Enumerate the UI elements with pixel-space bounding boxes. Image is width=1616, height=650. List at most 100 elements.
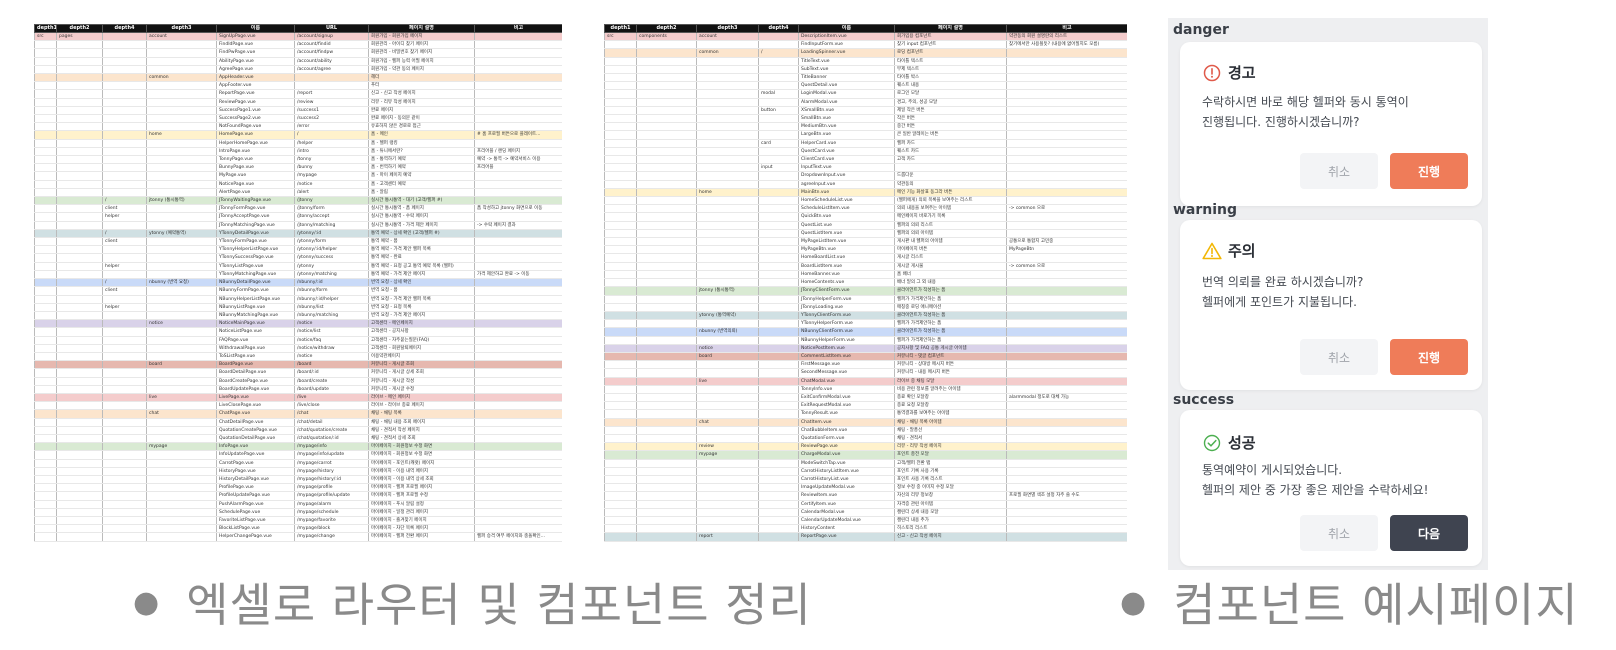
table-cell [34,286,57,296]
table-row: FindInputForm.vue 찾기 input 컴포넌트 찾기에서만 사용될듯… [604,40,1127,50]
table-row: notice NoticeMainPage.vue/notice 고객센터 - 메인… [34,319,562,329]
table-cell [604,434,637,444]
table-cell: ExitConfirmModal.vue [798,393,895,403]
table-cell [146,450,217,460]
table-cell [636,311,697,321]
table-row: TonnyPage.vue/tonny 홈 - 통역하기 예약 예약 -> 통역 -… [34,155,562,165]
table-cell [102,114,147,124]
table-cell [604,212,637,222]
table-cell [474,40,562,50]
table-cell: 클라이언트가 작성하는 폼 [894,311,1007,321]
table-cell [758,278,799,288]
table-cell [1006,450,1127,460]
table-cell [146,237,217,247]
table-cell [34,196,57,206]
table-cell [474,65,562,75]
table-cell [696,295,759,304]
table-cell [102,426,147,435]
table-row: home MainBtn.vue 메인 기능 화살표 동그라 버튼 [604,188,1127,198]
table-cell [604,237,637,247]
success-cancel-button[interactable]: 취소 [1300,515,1378,551]
table-cell: input [758,163,799,173]
left-caption: ● 엑셀로 라우터 및 컴포넌트 정리 [133,572,812,632]
table-cell [146,483,217,493]
table-cell: /tonny [294,155,369,165]
table-cell [1006,532,1127,542]
table-cell: 홈 - 마이 페이지 예약 [368,171,475,181]
table-cell: JTonnyWaitingPage.vue [216,196,295,206]
table-row: HistoryDetailPage.vue/mypage/history/:id… [34,475,562,485]
column-header: depth3 [146,24,217,33]
table-cell [696,508,759,517]
table-cell: / [102,229,147,239]
table-cell: 완료 페이지 - 동의문 같이 [368,114,475,124]
table-cell [146,89,217,99]
table-row: HistoryContent 히스토리 리스트 [604,524,1127,534]
table-cell: 마이페이지 버튼 [894,245,1007,255]
warning-proceed-button[interactable]: 진행 [1390,339,1468,375]
table-row: NBunnyHelperForm.vue 헬퍼가 가격제안하는 폼 [604,336,1127,345]
table-cell [604,442,637,452]
danger-cancel-button[interactable]: 취소 [1300,153,1378,189]
table-cell [758,450,799,460]
table-cell: board [146,360,217,370]
table-cell [758,98,799,107]
table-cell [696,229,759,239]
table-cell [696,500,759,509]
table-cell [1006,336,1127,345]
table-cell: 배너 밑의 그 외 내용 [894,278,1007,288]
table-cell [34,147,57,157]
table-cell: 고객 카드 [894,155,1007,165]
table-cell: 로그인 모달 [894,89,1007,99]
table-cell [34,130,57,140]
table-cell: TitleBanner [798,73,895,83]
table-cell [758,253,799,263]
table-row: AgreePage.vue/account/agree 회원가입 - 약관 동의 … [34,65,562,75]
table-cell [474,122,562,132]
warning-cancel-button[interactable]: 취소 [1300,339,1378,375]
table-cell [636,253,697,263]
table-cell: components [636,32,697,42]
table-cell [474,262,562,271]
column-header: depth4 [758,24,799,33]
table-cell: /success1 [294,106,369,116]
table-row: YTonnyMatchingPage.vue/ytonny/matching 통역… [34,270,562,280]
table-cell [146,114,217,124]
table-cell: /chat/quotation/create [294,426,369,435]
column-header: 이름 [216,24,295,33]
router-table: depth1 depth2 depth4 depth3 이름 URL 페이지 설명 비고 sr… [34,24,562,542]
column-header: depth2 [56,24,103,33]
table-cell [102,57,147,66]
success-next-button[interactable]: 다음 [1390,515,1468,551]
table-cell [474,475,562,485]
table-row: ExitRequestModal.vue 종료 요청 모달창 [604,401,1127,411]
check-circle-icon [1202,433,1222,453]
table-cell [758,155,799,165]
table-cell [146,245,217,255]
table-row: NBunnyMatchingPage.vue/nbunny/matching 번역… [34,311,562,321]
table-row: QuestCard.vue 퀘스트 카드 [604,147,1127,157]
table-row: HomeScheduleList.vue (헬퍼에게) 의뢰 목록을 보여주는 리… [604,196,1127,206]
table-cell [34,139,57,148]
table-cell [1006,442,1127,452]
table-cell: YTonnyClientForm.vue [798,311,895,321]
table-cell: 커뮤니티 - 내용 메시지 버튼 [894,368,1007,378]
table-cell: HomePage.vue [216,130,295,140]
table-cell: QuotationDetailPage.vue [216,434,295,444]
table-cell [604,196,637,206]
table-cell [636,409,697,419]
table-cell: 회가입용 컴포넌트 [894,32,1007,42]
table-cell [1006,377,1127,386]
danger-proceed-button[interactable]: 진행 [1390,153,1468,189]
table-cell: 신고 - 신고 작성 페이지 [894,532,1007,542]
table-cell [474,336,562,345]
table-cell [102,270,147,280]
table-cell [102,295,147,304]
table-cell: 캘린더 내용 추가 [894,516,1007,526]
table-cell [34,155,57,165]
table-cell [34,295,57,304]
table-cell: /chat [294,409,369,419]
table-cell [102,65,147,75]
table-cell [636,368,697,378]
table-cell [758,344,799,353]
